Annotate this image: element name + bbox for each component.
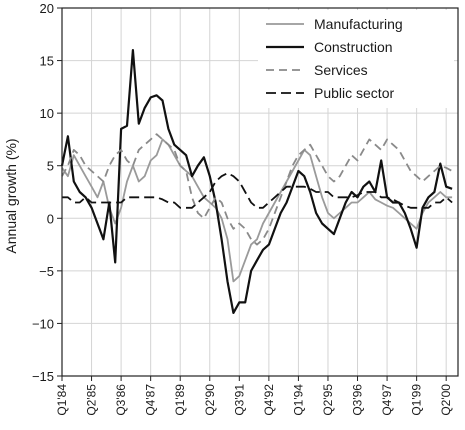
y-tick-label: −5: [39, 264, 54, 279]
y-tick-label: 5: [47, 159, 54, 174]
legend-background: [258, 10, 454, 108]
legend-label: Public sector: [314, 85, 394, 101]
axes: [61, 7, 459, 377]
x-tick-label: Q1'99: [410, 384, 424, 416]
x-tick-label: Q3'96: [351, 384, 365, 416]
legend-label: Manufacturing: [314, 16, 403, 32]
series-line-public-sector: [62, 172, 453, 209]
y-axis-ticks: 20 15 10 5 0 −5 −10 −15: [32, 1, 62, 384]
x-tick-label: Q2'90: [203, 384, 217, 416]
series-line-manufacturing: [61, 138, 453, 283]
y-axis-label: Annual growth (%): [3, 138, 19, 253]
x-tick-label: Q4'92: [262, 384, 276, 416]
x-axis-ticks: Q1'84 Q2'85 Q3'86 Q4'87 Q1'89 Q2'90 Q3'91 Q4'92…: [55, 376, 453, 416]
plot-frame: [61, 7, 459, 377]
x-tick-label: Q2'00: [439, 384, 453, 416]
series-lines: [60, 49, 453, 314]
y-tick-label: −15: [32, 369, 54, 384]
legend: Manufacturing Construction Services Public …: [258, 10, 454, 108]
y-tick-label: 15: [40, 54, 54, 69]
x-tick-label: Q3'86: [114, 384, 128, 416]
x-tick-label: Q2'85: [85, 384, 99, 416]
y-tick-label: −10: [32, 316, 54, 331]
x-tick-label: Q4'87: [144, 384, 158, 416]
y-tick-label: 10: [40, 106, 54, 121]
series-line-services: [61, 133, 453, 246]
x-tick-label: Q2'95: [321, 384, 335, 416]
x-tick-label: Q1'94: [291, 384, 305, 416]
legend-label: Services: [314, 62, 368, 78]
x-tick-label: Q4'97: [380, 384, 394, 416]
x-tick-label: Q3'91: [232, 384, 246, 416]
x-tick-label: Q1'89: [173, 384, 187, 416]
y-tick-label: 20: [40, 1, 54, 16]
x-tick-label: Q1'84: [55, 384, 69, 416]
legend-label: Construction: [314, 39, 393, 55]
y-tick-label: 0: [47, 211, 54, 226]
